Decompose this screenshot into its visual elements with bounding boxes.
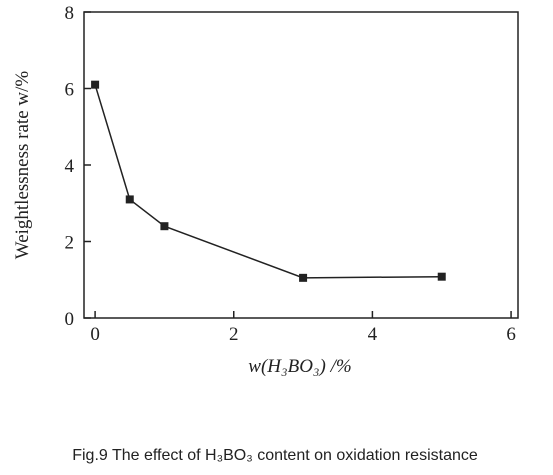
data-point [437, 272, 446, 281]
data-line [94, 84, 442, 279]
x-axis-label: w(H₃BO₃) /% [248, 356, 351, 377]
y-tick-label: 6 [65, 80, 75, 101]
y-tick-label: 0 [65, 309, 75, 330]
x-tick-label: 6 [506, 324, 516, 345]
x-tick-label: 0 [90, 324, 100, 345]
y-tick-label: 4 [65, 156, 75, 177]
plot-frame [83, 11, 519, 319]
y-tick-label: 8 [65, 3, 75, 24]
caption: Fig.9 The effect of H₃BO₃ content on oxi… [72, 447, 478, 464]
data-point [91, 80, 100, 89]
data-point [125, 195, 134, 204]
y-tick-label: 2 [65, 233, 75, 254]
x-tick-label: 4 [368, 324, 378, 345]
y-axis-label: Weightlessness rate w/% [12, 71, 33, 260]
data-point [160, 222, 169, 231]
data-point [299, 273, 308, 282]
x-tick-label: 2 [229, 324, 239, 345]
